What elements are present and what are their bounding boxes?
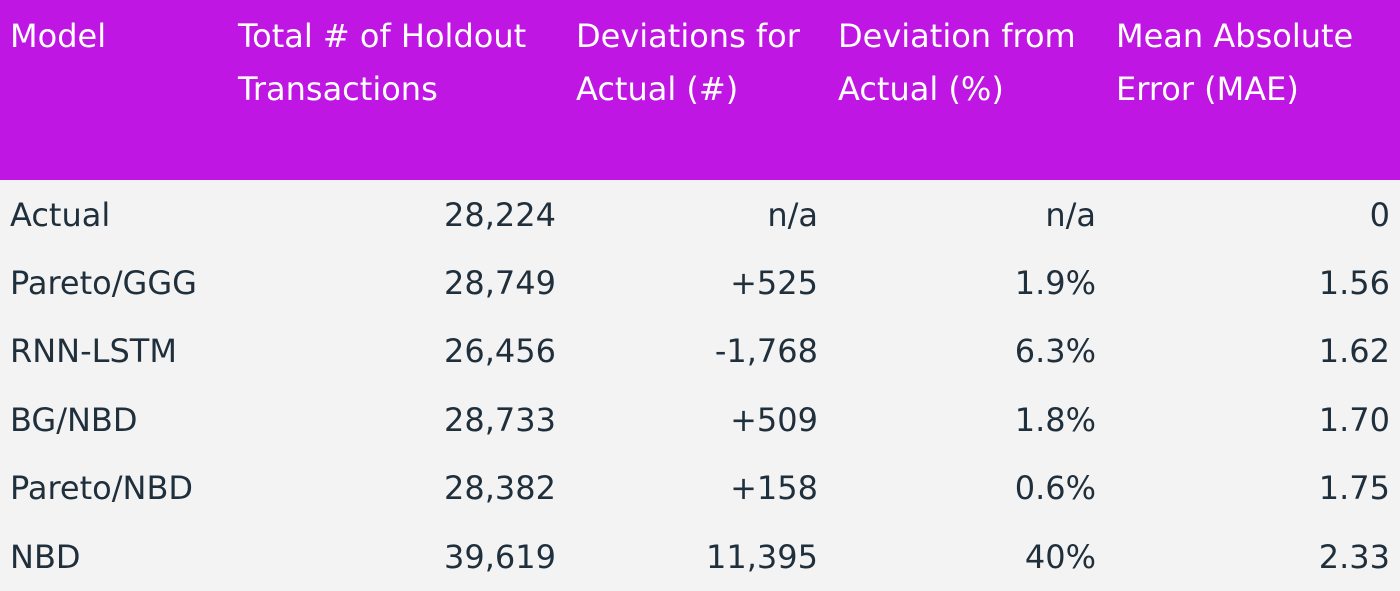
cell-model: BG/NBD bbox=[10, 400, 138, 439]
cell-mae: 2.33 bbox=[1318, 537, 1390, 576]
table-body: Actual 28,224 n/a n/a 0 Pareto/GGG 28,74… bbox=[0, 180, 1400, 591]
cell-total: 28,749 bbox=[444, 263, 556, 302]
header-deviations-count: Deviations for Actual (#) bbox=[576, 17, 800, 108]
header-total-holdout-transactions: Total # of Holdout Transactions bbox=[238, 17, 527, 108]
cell-total: 28,382 bbox=[444, 469, 556, 508]
cell-deviation-count: 11,395 bbox=[706, 537, 818, 576]
table-header: Model Total # of Holdout Transactions De… bbox=[0, 0, 1400, 180]
header-mae: Mean Absolute Error (MAE) bbox=[1116, 17, 1354, 108]
cell-mae: 1.62 bbox=[1318, 332, 1390, 371]
table-row: Pareto/NBD 28,382 +158 0.6% 1.75 bbox=[0, 454, 1400, 523]
table-row: Actual 28,224 n/a n/a 0 bbox=[0, 180, 1400, 249]
cell-model: Actual bbox=[10, 196, 111, 235]
cell-deviation-percent: n/a bbox=[1045, 196, 1096, 235]
cell-deviation-count: +525 bbox=[730, 263, 818, 302]
header-row: Model Total # of Holdout Transactions De… bbox=[0, 0, 1400, 180]
cell-deviation-count: n/a bbox=[767, 196, 818, 235]
cell-mae: 1.56 bbox=[1318, 263, 1390, 302]
cell-deviation-percent: 0.6% bbox=[1014, 469, 1096, 508]
cell-deviation-percent: 1.8% bbox=[1014, 400, 1096, 439]
header-model: Model bbox=[10, 17, 107, 55]
cell-model: Pareto/GGG bbox=[10, 263, 197, 302]
cell-deviation-percent: 1.9% bbox=[1014, 263, 1096, 302]
cell-total: 26,456 bbox=[444, 332, 556, 371]
cell-deviation-count: -1,768 bbox=[714, 332, 818, 371]
table-row: BG/NBD 28,733 +509 1.8% 1.70 bbox=[0, 385, 1400, 454]
cell-total: 28,224 bbox=[444, 196, 556, 235]
table-row: Pareto/GGG 28,749 +525 1.9% 1.56 bbox=[0, 248, 1400, 317]
cell-total: 28,733 bbox=[444, 400, 556, 439]
cell-deviation-count: +509 bbox=[730, 400, 818, 439]
header-deviation-percent: Deviation from Actual (%) bbox=[838, 17, 1076, 108]
table-row: RNN-LSTM 26,456 -1,768 6.3% 1.62 bbox=[0, 317, 1400, 386]
cell-mae: 1.70 bbox=[1318, 400, 1390, 439]
cell-model: NBD bbox=[10, 537, 81, 576]
cell-mae: 1.75 bbox=[1318, 469, 1390, 508]
cell-deviation-count: +158 bbox=[730, 469, 818, 508]
table-row: NBD 39,619 11,395 40% 2.33 bbox=[0, 522, 1400, 591]
cell-total: 39,619 bbox=[444, 537, 556, 576]
cell-model: RNN-LSTM bbox=[10, 332, 177, 371]
cell-mae: 0 bbox=[1369, 196, 1390, 235]
cell-model: Pareto/NBD bbox=[10, 469, 194, 508]
cell-deviation-percent: 6.3% bbox=[1014, 332, 1096, 371]
cell-deviation-percent: 40% bbox=[1024, 537, 1096, 576]
